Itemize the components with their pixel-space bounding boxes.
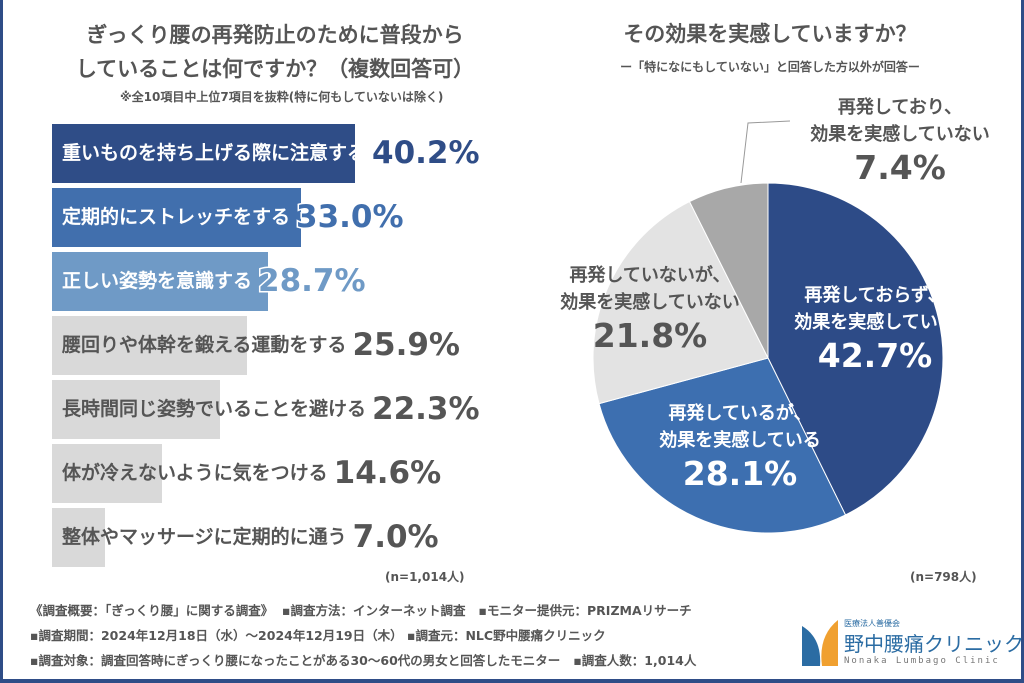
bar-label: 体が冷えないように気をつける 14.6% (62, 444, 443, 503)
bar-category-label: 体が冷えないように気をつける (62, 462, 328, 484)
logo-name: 野中腰痛クリニック (844, 632, 1024, 656)
logo-mark-icon (802, 620, 838, 666)
pie-category-label: 再発していないが、 (569, 265, 731, 286)
pie-slice-label: 再発しており、効果を実感していない 7.4% (790, 94, 1010, 188)
right-sample-size: (n=798人) (910, 570, 977, 584)
pie-value-label: 7.4% (854, 148, 946, 187)
pie-slice (688, 182, 769, 359)
pie-slice-label: 再発しているが、 効果を実感している 28.1% (630, 400, 850, 494)
bar-category-label: 定期的にストレッチをする (62, 206, 291, 228)
pie-slice-label: 再発しておらず、 効果を実感している 42.7% (780, 282, 970, 376)
pie-slice (767, 182, 944, 516)
footer-line-2: ▪調査期間：2024年12月18日（水）～2024年12月19日（木） ▪調査元… (30, 628, 606, 643)
logo-english: Nonaka Lumbago Clinic (844, 656, 1000, 666)
bar-label: 腰回りや体幹を鍛える運動をする 25.9% (62, 316, 462, 375)
pie-value-label: 42.7% (817, 336, 933, 375)
footer-line-3: ▪調査対象：調査回答時にぎっくり腰になったことがある30～60代の男女と回答した… (30, 653, 697, 668)
bar-value-label: 25.9% (351, 326, 462, 365)
pie-slice (598, 357, 847, 534)
pie-value-label: 21.8% (592, 316, 708, 355)
bar-value-label: 33.0% (295, 198, 406, 237)
pie-slice-label: 再発していないが、 効果を実感していない 21.8% (540, 262, 760, 356)
bar-category-label: 重いものを持ち上げる際に注意する (62, 142, 367, 164)
clinic-logo: 医療法人善優会 野中腰痛クリニック Nonaka Lumbago Clinic (800, 618, 1024, 668)
pie-category-label: 効果を実感している (659, 430, 821, 451)
pie-category-label: 効果を実感していない (810, 124, 990, 145)
bar-label: 長時間同じ姿勢でいることを避ける 22.3% (62, 380, 482, 439)
bar-label: 重いものを持ち上げる際に注意する 40.2% (62, 124, 482, 183)
footer-line-1: 《調査概要：「ぎっくり腰」に関する調査》 ▪調査方法：インターネット調査 ▪モニ… (30, 603, 692, 618)
leader-line (740, 120, 791, 184)
bar (52, 508, 105, 567)
left-note: ※全10項目中上位7項目を抜粋(特に何もしていないは除く) (120, 90, 444, 104)
left-title: ぎっくり腰の再発防止のために普段から していることは何ですか？（複数回答可） (75, 23, 475, 81)
bar-value-label: 28.7% (257, 262, 368, 301)
left-sample-size: (n=1,014人) (385, 570, 465, 584)
bar-value-label: 14.6% (332, 454, 443, 493)
bar-category-label: 腰回りや体幹を鍛える運動をする (62, 334, 347, 356)
bar-label: 整体やマッサージに定期的に通う 7.0% (62, 508, 440, 567)
bar-value-label: 40.2% (371, 134, 482, 173)
bar-category-label: 正しい姿勢を意識する (62, 270, 253, 292)
pie-value-label: 28.1% (682, 454, 798, 493)
bar (52, 252, 269, 311)
bar-category-label: 長時間同じ姿勢でいることを避ける (62, 398, 367, 420)
bar-value-label: 22.3% (371, 390, 482, 429)
logo-small-text: 医療法人善優会 (844, 619, 900, 628)
bar-label: 定期的にストレッチをする 33.0% (62, 188, 406, 247)
pie-category-label: 効果を実感していない (560, 292, 740, 313)
bar (52, 124, 356, 183)
pie-slice (592, 200, 769, 405)
pie-category-label: 再発しておらず、 (804, 285, 946, 306)
pie-category-label: 再発しているが、 (668, 403, 812, 424)
bar (52, 380, 221, 439)
right-title: その効果を実感していますか？ (623, 22, 917, 46)
bar (52, 444, 163, 503)
pie-category-label: 再発しており、 (837, 97, 963, 118)
bar-category-label: 整体やマッサージに定期的に通う (62, 526, 347, 548)
pie-category-label: 効果を実感している (794, 312, 956, 333)
bar-value-label: 7.0% (351, 518, 440, 557)
bar (52, 188, 301, 247)
bar-label: 正しい姿勢を意識する 28.7% (62, 252, 368, 311)
bar (52, 316, 248, 375)
right-note: ー「特になにもしていない」と回答した方以外が回答ー (620, 60, 920, 74)
